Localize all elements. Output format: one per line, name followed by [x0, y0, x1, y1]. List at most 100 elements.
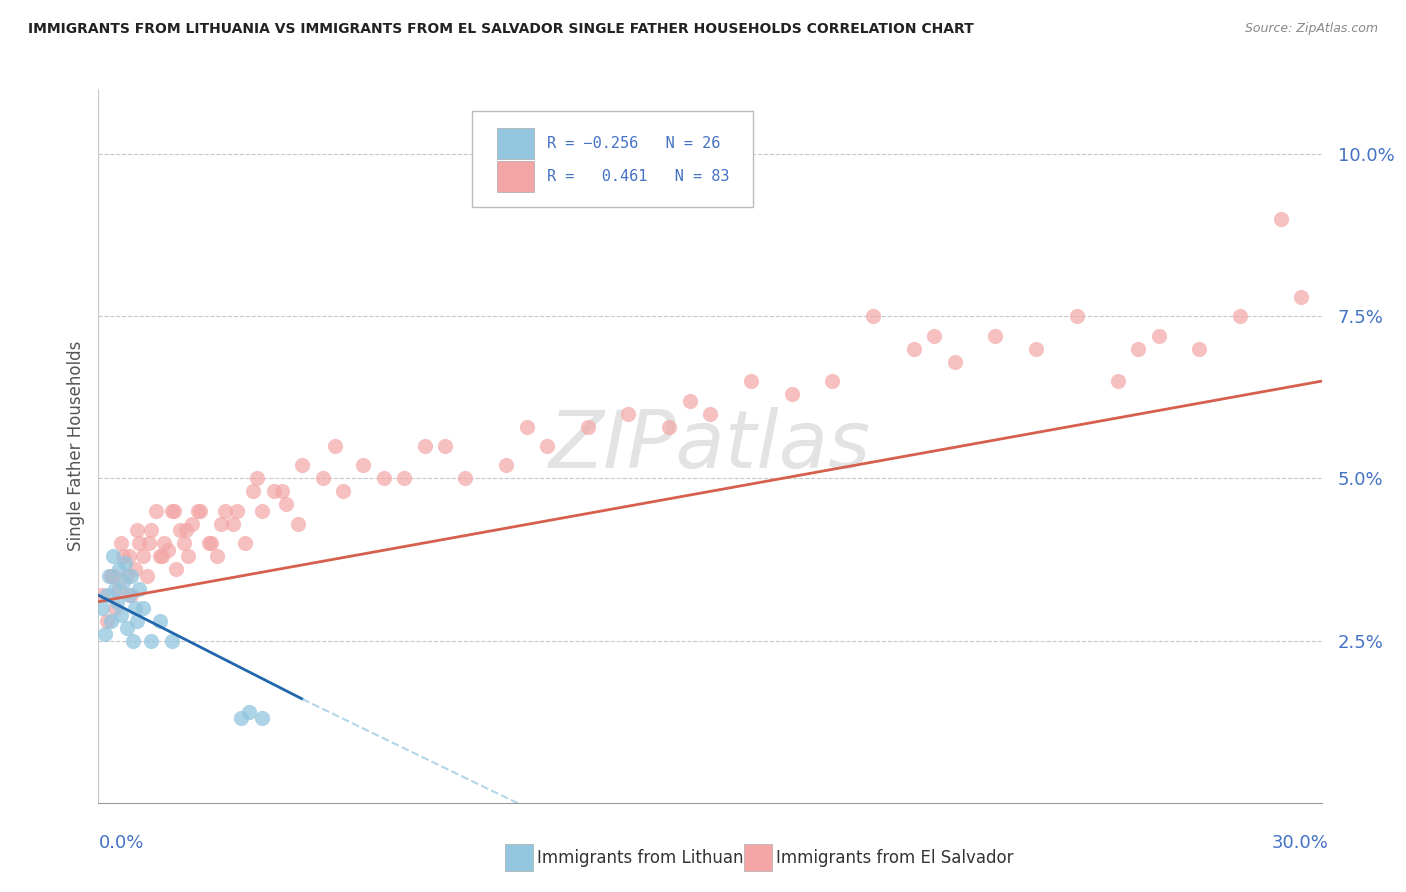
Point	[454, 471, 477, 485]
Point	[120, 568, 142, 582]
Point	[495, 458, 517, 473]
Point	[943, 354, 966, 368]
Point	[392, 471, 416, 485]
Point	[91, 601, 114, 615]
Point	[821, 374, 844, 388]
Point	[163, 504, 186, 518]
Point	[110, 607, 132, 622]
Point	[104, 601, 127, 615]
Text: ZIPatlas: ZIPatlas	[548, 407, 872, 485]
Point	[149, 614, 172, 628]
Text: R =   0.461   N = 83: R = 0.461 N = 83	[547, 169, 730, 184]
Text: Immigrants from El Salvador: Immigrants from El Salvador	[776, 849, 1014, 867]
Point	[205, 549, 228, 564]
Point	[132, 549, 155, 564]
Point	[136, 568, 159, 582]
Point	[93, 627, 115, 641]
Point	[312, 471, 335, 485]
Point	[169, 524, 191, 538]
Point	[231, 711, 253, 725]
Point	[740, 374, 762, 388]
Point	[373, 471, 395, 485]
Point	[118, 588, 141, 602]
Point	[128, 536, 150, 550]
Point	[173, 536, 195, 550]
Point	[115, 621, 138, 635]
Point	[96, 614, 118, 628]
Text: 0.0%: 0.0%	[98, 834, 143, 852]
Point	[1066, 310, 1088, 324]
Point	[323, 439, 346, 453]
Point	[246, 471, 269, 485]
Point	[780, 387, 803, 401]
Point	[145, 504, 167, 518]
Point	[658, 419, 681, 434]
Point	[105, 595, 128, 609]
Point	[111, 575, 134, 590]
Point	[101, 568, 124, 582]
Point	[160, 633, 183, 648]
FancyBboxPatch shape	[498, 161, 534, 192]
Point	[160, 504, 183, 518]
Text: Source: ZipAtlas.com: Source: ZipAtlas.com	[1244, 22, 1378, 36]
Point	[274, 497, 297, 511]
Point	[96, 588, 118, 602]
Point	[149, 549, 172, 564]
Point	[152, 536, 174, 550]
Point	[242, 484, 264, 499]
FancyBboxPatch shape	[471, 111, 752, 207]
Point	[1270, 211, 1292, 226]
Point	[197, 536, 219, 550]
Point	[91, 588, 114, 602]
FancyBboxPatch shape	[498, 128, 534, 159]
Point	[100, 568, 122, 582]
Point	[124, 562, 146, 576]
Point	[104, 582, 127, 596]
Point	[226, 504, 249, 518]
Point	[115, 568, 138, 582]
Point	[270, 484, 294, 499]
Point	[177, 549, 200, 564]
Point	[862, 310, 884, 324]
Point	[124, 601, 146, 615]
Point	[156, 542, 179, 557]
Point	[1128, 342, 1150, 356]
Point	[617, 407, 640, 421]
Point	[97, 568, 120, 582]
Point	[352, 458, 374, 473]
Point	[128, 582, 150, 596]
Point	[536, 439, 558, 453]
Text: 30.0%: 30.0%	[1272, 834, 1329, 852]
Point	[114, 556, 136, 570]
Point	[287, 516, 309, 531]
Point	[291, 458, 314, 473]
Point	[141, 524, 163, 538]
Point	[413, 439, 436, 453]
Point	[1107, 374, 1129, 388]
Point	[100, 614, 122, 628]
Point	[516, 419, 538, 434]
Point	[332, 484, 354, 499]
Point	[127, 524, 149, 538]
Point	[984, 328, 1007, 343]
Point	[233, 536, 256, 550]
Point	[1291, 290, 1313, 304]
Point	[922, 328, 945, 343]
Point	[118, 549, 141, 564]
Point	[214, 504, 236, 518]
Point	[679, 393, 702, 408]
Point	[141, 633, 163, 648]
Point	[250, 504, 273, 518]
Point	[222, 516, 245, 531]
Point	[110, 536, 132, 550]
Text: R = −0.256   N = 26: R = −0.256 N = 26	[547, 136, 721, 151]
Point	[187, 504, 209, 518]
Point	[200, 536, 222, 550]
Point	[1188, 342, 1211, 356]
Text: Immigrants from Lithuania: Immigrants from Lithuania	[537, 849, 758, 867]
Point	[108, 562, 131, 576]
Point	[238, 705, 260, 719]
Point	[1025, 342, 1047, 356]
Point	[165, 562, 187, 576]
Point	[181, 516, 204, 531]
